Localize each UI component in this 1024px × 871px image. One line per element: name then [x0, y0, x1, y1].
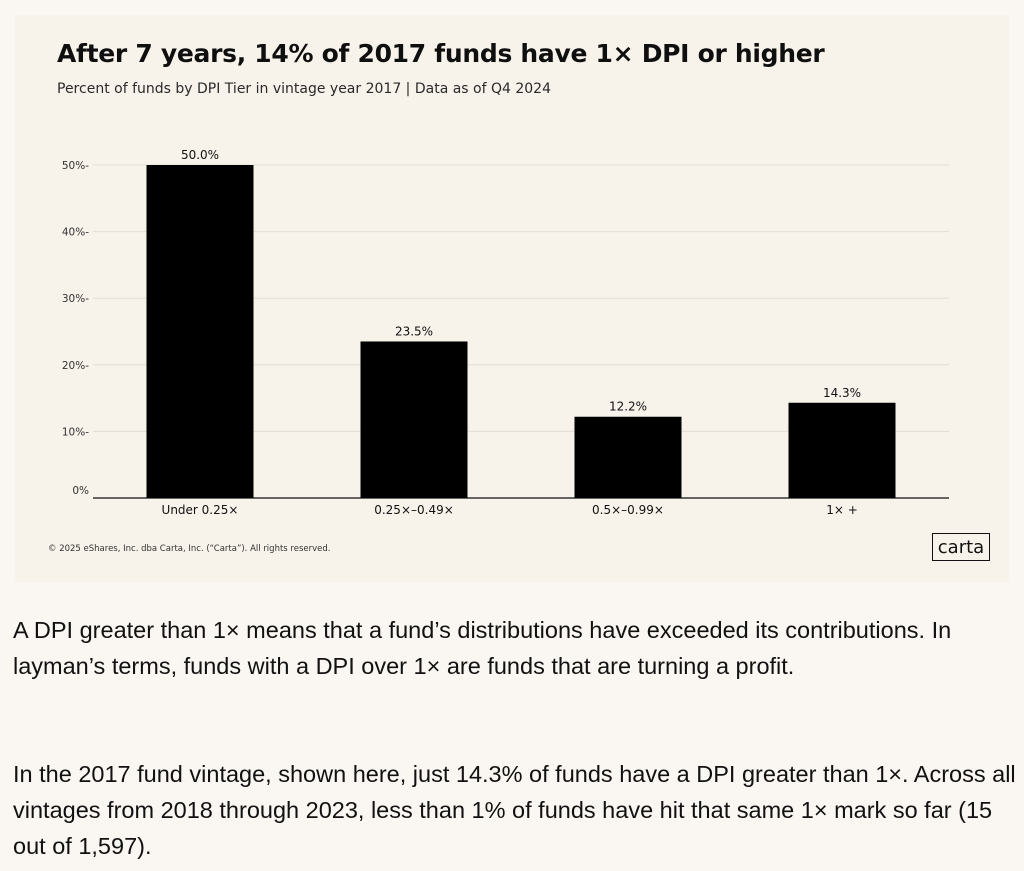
bar [360, 341, 468, 498]
y-tick-label: 50%- [62, 160, 89, 172]
y-tick-label: 40%- [62, 227, 89, 239]
article-paragraph-2: In the 2017 fund vintage, shown here, ju… [13, 761, 1016, 859]
bar [574, 416, 682, 498]
x-tick-label: Under 0.25× [162, 503, 239, 517]
chart-card: After 7 years, 14% of 2017 funds have 1×… [15, 15, 1009, 582]
data-label: 50.0% [181, 148, 219, 162]
chart-title: After 7 years, 14% of 2017 funds have 1×… [57, 39, 825, 68]
chart-subtitle: Percent of funds by DPI Tier in vintage … [57, 81, 551, 97]
bar-chart: 0% 10%- 20%- 30%- 40%- 50%- 50.0% Under 0.25× 23… [62, 148, 949, 517]
data-label: 12.2% [609, 400, 647, 414]
y-tick-label: 0% [72, 485, 89, 497]
bar [146, 165, 254, 498]
y-tick-label: 10%- [62, 426, 89, 438]
copyright-notice: © 2025 eShares, Inc. dba Carta, Inc. (“C… [48, 544, 331, 554]
y-tick-label: 30%- [62, 293, 89, 305]
x-tick-label: 0.25×–0.49× [374, 503, 454, 517]
x-tick-label: 0.5×–0.99× [592, 503, 664, 517]
y-tick-label: 20%- [62, 360, 89, 372]
bar [788, 402, 896, 498]
x-tick-label: 1× + [826, 503, 858, 517]
carta-logo: carta [932, 533, 990, 561]
data-label: 14.3% [823, 386, 861, 400]
data-label: 23.5% [395, 324, 433, 338]
article-paragraph-1: A DPI greater than 1× means that a fund’… [13, 617, 952, 679]
